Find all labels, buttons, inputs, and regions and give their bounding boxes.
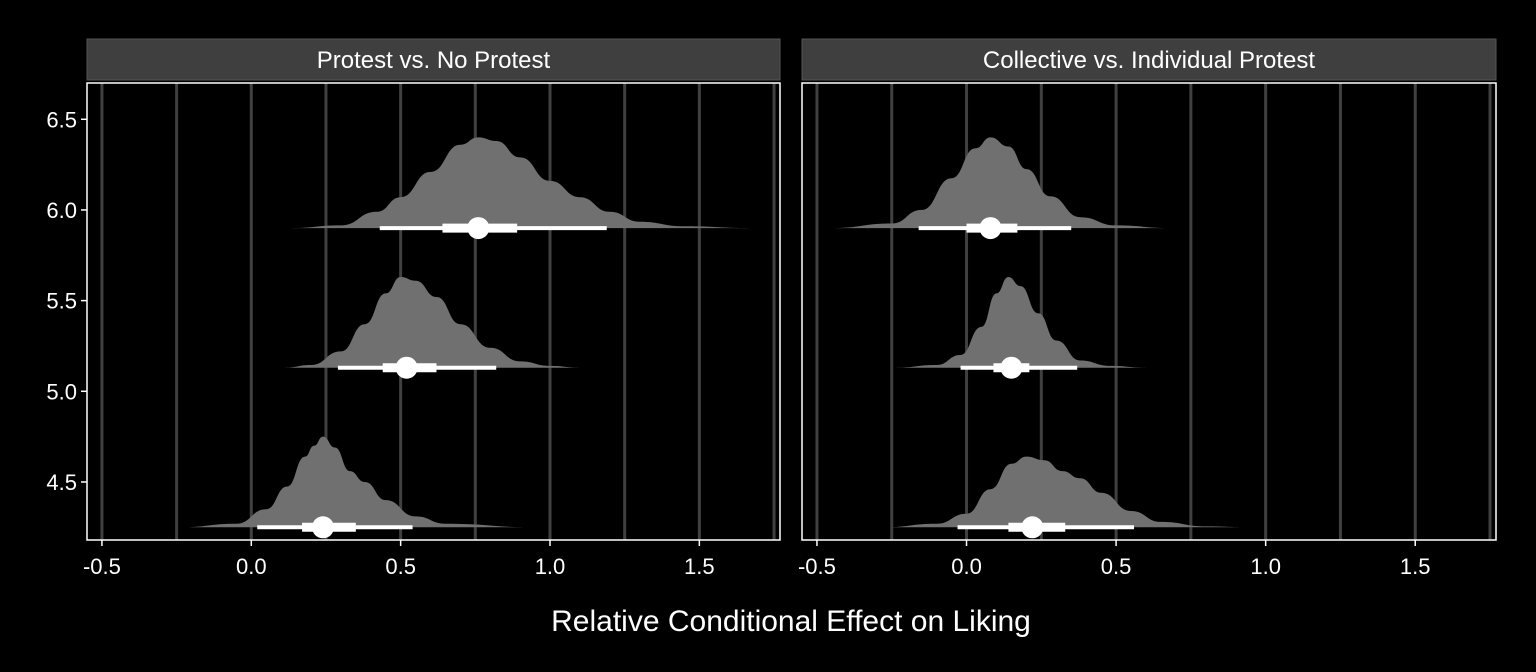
x-tick-label: 1.5	[684, 554, 715, 579]
median-point	[1000, 356, 1023, 379]
median-point	[467, 217, 490, 240]
x-tick-label: 1.0	[1250, 554, 1281, 579]
x-tick-label: 1.5	[1400, 554, 1431, 579]
y-tick-label: 6.5	[46, 107, 77, 132]
median-point	[979, 217, 1002, 240]
panel-strip	[801, 38, 1497, 81]
density-area	[882, 456, 1251, 528]
density-area	[831, 137, 1170, 229]
x-tick-label: 0.5	[385, 554, 416, 579]
x-tick-label: 0.0	[951, 554, 982, 579]
panel-title: Protest vs. No Protest	[317, 47, 551, 74]
panel-border	[801, 82, 1497, 541]
panel-strip	[86, 38, 781, 81]
panel-title: Collective vs. Individual Protest	[983, 47, 1315, 74]
x-tick-label: 1.0	[535, 554, 566, 579]
y-tick-label: 5.5	[46, 289, 77, 314]
panel-border	[86, 82, 781, 541]
density-area	[290, 137, 751, 229]
density-area	[894, 277, 1146, 368]
median-point	[1021, 516, 1044, 539]
y-tick-label: 6.0	[46, 198, 77, 223]
panel-1: Protest vs. No Protest -0.5 0.0 0.5 1.0 1.5	[83, 38, 781, 579]
x-axis-title: Relative Conditional Effect on Liking	[551, 605, 1031, 638]
panel-2: Collective vs. Individual Protest -0.5 0.0…	[798, 38, 1497, 579]
panels: Protest vs. No Protest-0.5 0.0 0.5 1.0 1.5Co…	[83, 38, 1497, 579]
y-tick-label: 5.0	[46, 379, 77, 404]
y-tick-label: 4.5	[46, 470, 77, 495]
y-axis: 4.5 5.0 5.5 6.0 6.5	[46, 107, 87, 495]
median-point	[311, 516, 334, 539]
x-tick-label: 0.5	[1101, 554, 1132, 579]
density-area	[284, 277, 580, 368]
density-area	[179, 436, 536, 528]
x-tick-label: -0.5	[83, 554, 121, 579]
x-tick-label: 0.0	[236, 554, 267, 579]
median-point	[395, 356, 418, 379]
x-tick-label: -0.5	[798, 554, 836, 579]
